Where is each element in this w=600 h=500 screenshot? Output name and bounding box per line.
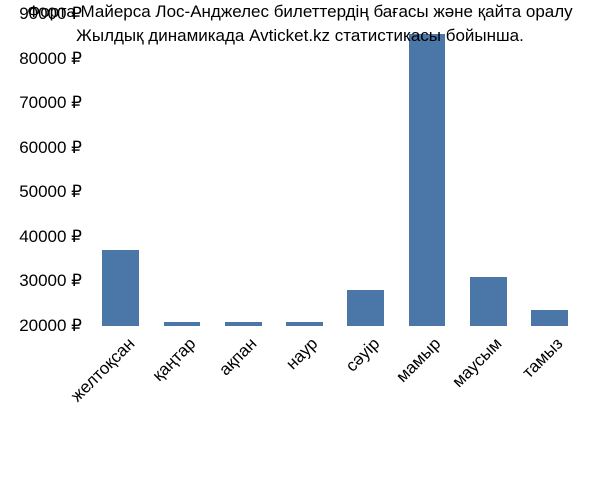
- x-tick-label: қаңтар: [87, 334, 200, 447]
- x-tick-label: желтоқсан: [26, 334, 139, 447]
- y-tick-label: 70000 ₽: [0, 93, 82, 113]
- bar: [409, 34, 446, 326]
- bar: [164, 322, 201, 326]
- bar: [286, 322, 323, 326]
- bar: [102, 250, 139, 326]
- y-tick-label: 80000 ₽: [0, 49, 82, 69]
- y-tick-label: 40000 ₽: [0, 227, 82, 247]
- x-tick-label: наур: [209, 334, 322, 447]
- bar: [225, 322, 262, 326]
- x-tick-label: тамыз: [454, 334, 567, 447]
- y-tick-label: 20000 ₽: [0, 316, 82, 336]
- plot-area: [90, 14, 580, 326]
- bar: [470, 277, 507, 326]
- y-tick-label: 60000 ₽: [0, 138, 82, 158]
- x-tick-label: ақпан: [148, 334, 261, 447]
- caption-line: Жылдық динамикада Avticket.kz статистика…: [0, 24, 600, 48]
- y-tick-label: 50000 ₽: [0, 182, 82, 202]
- chart-caption: Форта Майерса Лос-Анджелес билеттердің б…: [0, 0, 600, 48]
- bar: [531, 310, 568, 326]
- x-tick-label: маусым: [393, 334, 506, 447]
- x-tick-label: сәуір: [271, 334, 384, 447]
- caption-line: Форта Майерса Лос-Анджелес билеттердің б…: [0, 0, 600, 24]
- bar: [347, 290, 384, 326]
- y-tick-label: 30000 ₽: [0, 271, 82, 291]
- chart-container: 20000 ₽ 30000 ₽ 40000 ₽ 50000 ₽ 60000 ₽ 70000…: [0, 0, 600, 500]
- x-tick-label: мамыр: [332, 334, 445, 447]
